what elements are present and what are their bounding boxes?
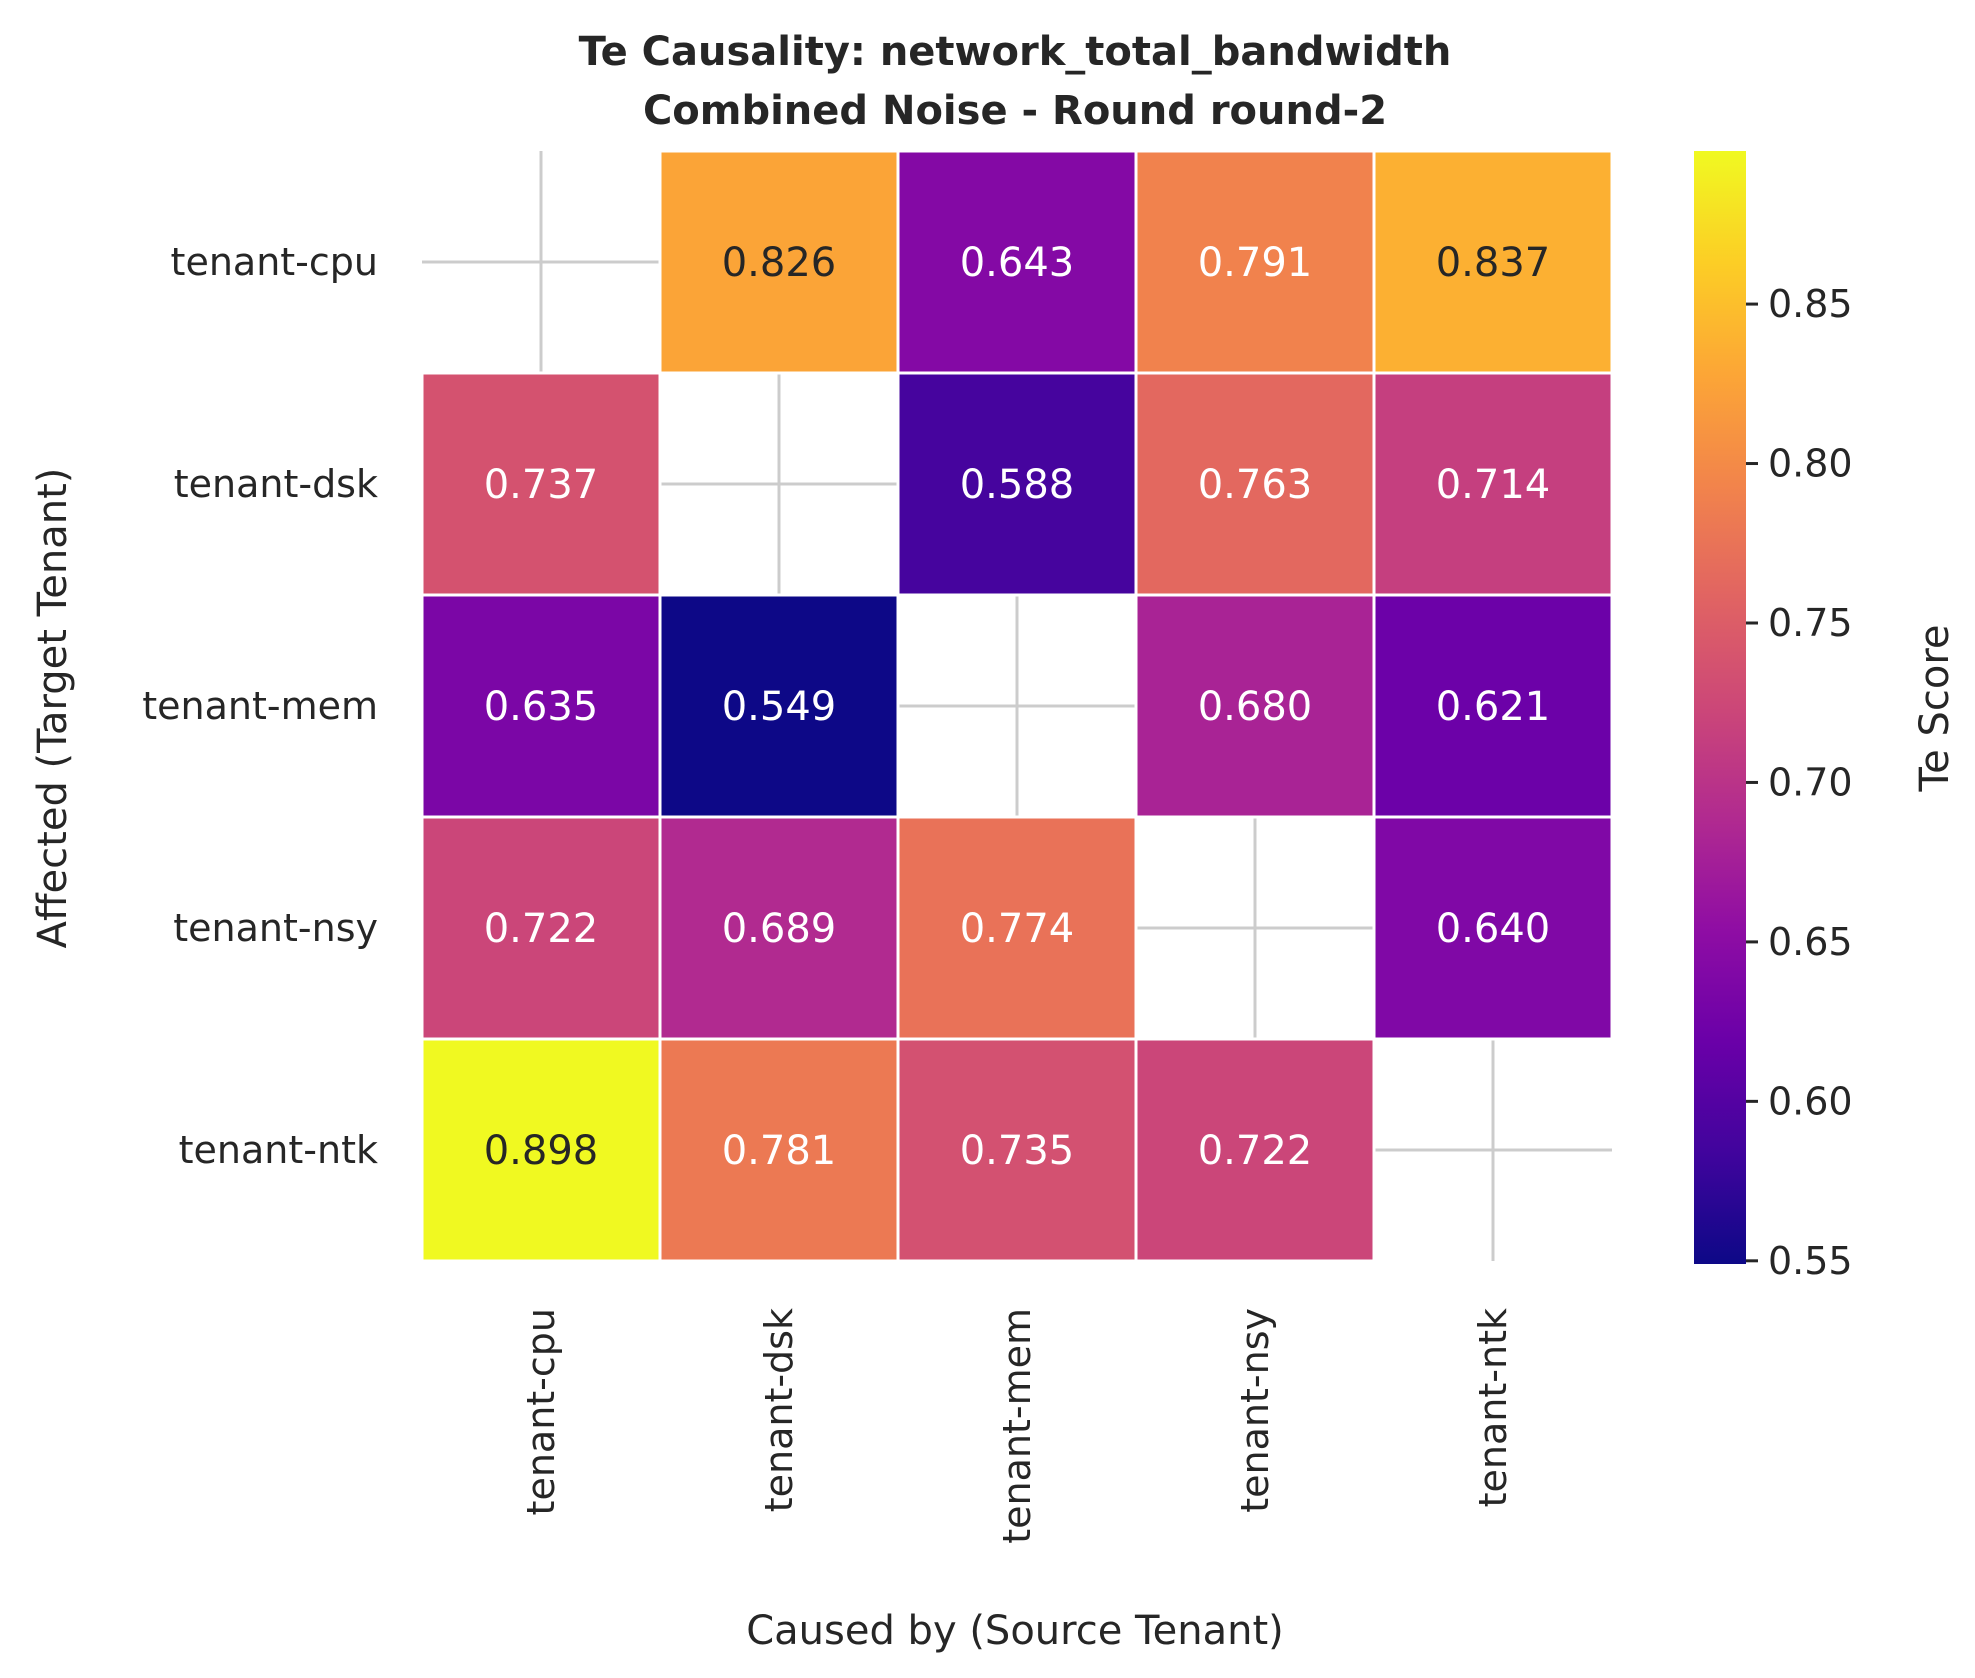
colorbar-tick-label: 0.60 <box>1768 1079 1853 1123</box>
cell-value-label: 0.588 <box>960 462 1075 508</box>
cell-value-label: 0.680 <box>1198 684 1313 730</box>
colorbar-tick-label: 0.85 <box>1768 282 1853 326</box>
x-tick-label: tenant-mem <box>995 1308 1039 1544</box>
cell-value-label: 0.714 <box>1436 462 1551 508</box>
y-tick-labels: tenant-cpu tenant-dsk tenant-mem tenant-nsy… <box>142 240 378 1172</box>
chart-title: Te Causality: network_total_bandwidth <box>579 29 1452 75</box>
y-tick-label: tenant-ntk <box>179 1128 378 1172</box>
x-tick-labels: tenant-cpu tenant-dsk tenant-mem tenant-nsy… <box>519 1308 1515 1544</box>
x-tick-label: tenant-nsy <box>1233 1308 1277 1513</box>
x-axis-label: Caused by (Source Tenant) <box>746 1608 1284 1654</box>
x-tick-label: tenant-ntk <box>1471 1308 1515 1507</box>
x-tick-label: tenant-cpu <box>519 1308 563 1515</box>
cell-value-label: 0.640 <box>1436 906 1551 952</box>
colorbar-tick-label: 0.65 <box>1768 920 1853 964</box>
y-axis-label: Affected (Target Tenant) <box>30 468 76 949</box>
chart-subtitle: Combined Noise - Round round-2 <box>643 88 1387 134</box>
cell-value-label: 0.774 <box>960 906 1075 952</box>
x-tick-label: tenant-dsk <box>757 1308 801 1512</box>
cell-value-label: 0.898 <box>484 1128 599 1174</box>
cell-value-label: 0.791 <box>1198 240 1313 286</box>
colorbar-tick-label: 0.75 <box>1768 601 1853 645</box>
cell-value-label: 0.735 <box>960 1128 1075 1174</box>
cell-value-label: 0.763 <box>1198 462 1313 508</box>
colorbar-tick-label: 0.55 <box>1768 1239 1853 1283</box>
cell-value-label: 0.635 <box>484 684 599 730</box>
colorbar-tick-label: 0.70 <box>1768 760 1853 804</box>
cell-value-label: 0.781 <box>722 1128 837 1174</box>
cell-value-label: 0.689 <box>722 906 837 952</box>
colorbar-label: Te Score <box>1912 625 1958 793</box>
cell-value-label: 0.643 <box>960 240 1075 286</box>
cell-value-label: 0.826 <box>722 240 837 286</box>
cell-value-label: 0.837 <box>1436 240 1551 286</box>
y-tick-label: tenant-mem <box>142 684 378 728</box>
y-tick-label: tenant-dsk <box>174 462 378 506</box>
colorbar-ticks: 0.55 0.60 0.65 0.70 0.75 0.80 0.85 <box>1746 282 1853 1283</box>
cell-value-label: 0.737 <box>484 462 599 508</box>
cell-value-label: 0.722 <box>1198 1128 1313 1174</box>
colorbar <box>1694 151 1746 1264</box>
colorbar-tick-label: 0.80 <box>1768 442 1853 486</box>
cell-value-label: 0.722 <box>484 906 599 952</box>
y-tick-label: tenant-cpu <box>171 240 378 284</box>
y-tick-label: tenant-nsy <box>173 906 378 950</box>
cell-value-label: 0.621 <box>1436 684 1551 730</box>
cell-value-label: 0.549 <box>722 684 837 730</box>
